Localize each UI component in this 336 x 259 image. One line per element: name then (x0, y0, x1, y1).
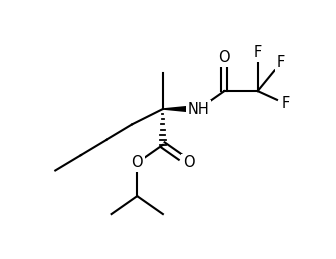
Text: O: O (183, 155, 194, 170)
Text: F: F (282, 96, 290, 111)
Text: F: F (254, 45, 262, 60)
Text: NH: NH (188, 102, 210, 117)
Text: O: O (131, 155, 143, 170)
Text: F: F (277, 55, 285, 70)
Polygon shape (163, 106, 189, 112)
Text: O: O (218, 50, 230, 65)
